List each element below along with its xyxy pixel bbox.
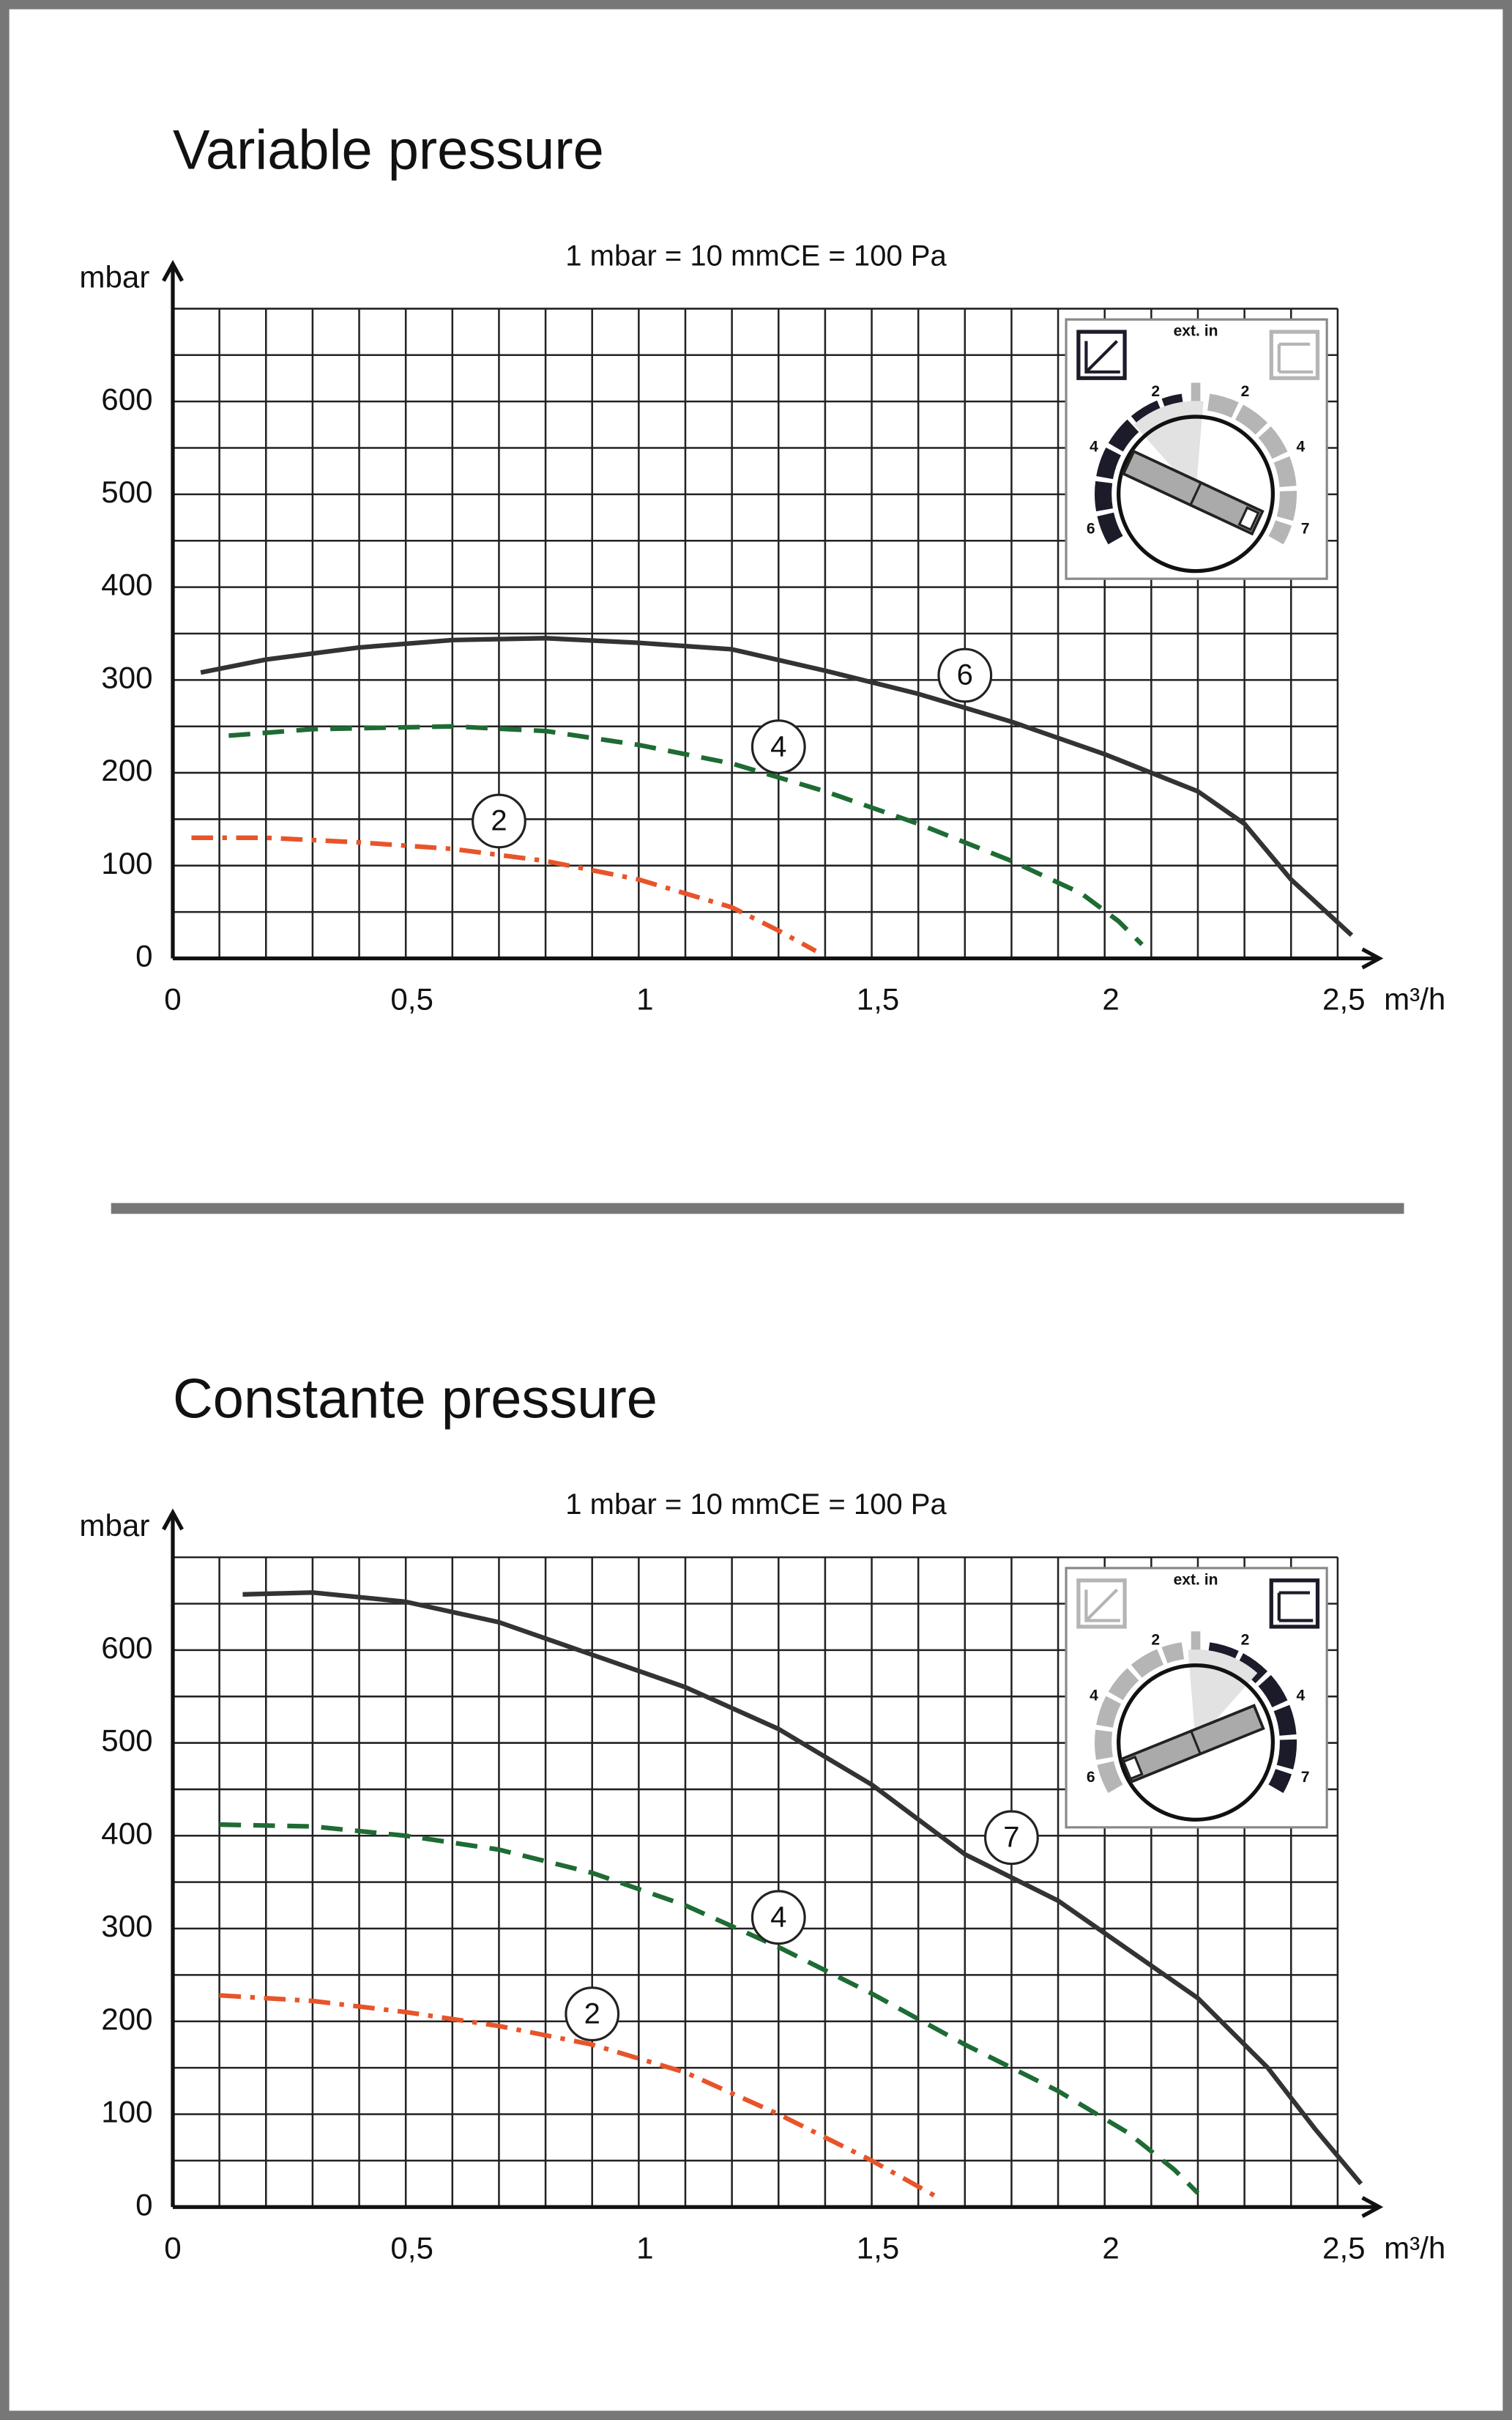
dial-label: 7 bbox=[1301, 1769, 1310, 1786]
inset-icon-symbol bbox=[1084, 340, 1120, 374]
inset-icon-symbol bbox=[1084, 1588, 1120, 1622]
inset-icon bbox=[1076, 1578, 1127, 1629]
x-tick-label: 0 bbox=[164, 982, 181, 1017]
series-label-badge bbox=[751, 1890, 806, 1945]
inset-icon bbox=[1269, 330, 1320, 380]
y-tick-label: 600 bbox=[101, 382, 152, 416]
dial-scale bbox=[1095, 1642, 1185, 1793]
chart-title: Constante pressure bbox=[173, 1367, 658, 1430]
x-tick-label: 0,5 bbox=[390, 982, 433, 1017]
dial bbox=[1117, 1663, 1275, 1822]
dial-scale bbox=[1207, 393, 1297, 545]
dial bbox=[1117, 415, 1275, 574]
y-tick-label: 300 bbox=[101, 1909, 152, 1943]
series-label: 7 bbox=[1003, 1822, 1019, 1854]
knob-center bbox=[1190, 1730, 1202, 1755]
dial-label: 6 bbox=[1087, 1769, 1095, 1786]
knob-tip bbox=[1237, 506, 1260, 532]
dial-label: 4 bbox=[1090, 1687, 1098, 1704]
x-tick-label: 1 bbox=[636, 982, 653, 1017]
dial-wedge bbox=[1133, 401, 1204, 494]
dial-label: 4 bbox=[1090, 439, 1098, 456]
x-tick-label: 0 bbox=[164, 2230, 181, 2265]
inset-icon-symbol bbox=[1277, 1591, 1314, 1622]
x-axis-label: m³/h bbox=[1384, 982, 1445, 1017]
y-axis-arrow bbox=[162, 259, 184, 282]
inset-icon bbox=[1269, 1578, 1320, 1629]
x-tick-label: 2,5 bbox=[1322, 982, 1366, 1017]
x-axis-label: m³/h bbox=[1384, 2230, 1445, 2265]
y-tick-label: 400 bbox=[101, 1816, 152, 1850]
x-tick-label: 0,5 bbox=[390, 2230, 433, 2265]
x-tick-label: 2 bbox=[1102, 982, 1119, 1017]
y-tick-label: 300 bbox=[101, 660, 152, 694]
dial-label: 6 bbox=[1087, 520, 1095, 537]
chart: Variable pressure 1 mbar = 10 mmCE = 100 … bbox=[79, 119, 1445, 1017]
series-label-badge bbox=[472, 793, 526, 849]
series-line bbox=[219, 1993, 943, 2202]
y-tick-label: 500 bbox=[101, 1723, 152, 1758]
knob-body bbox=[1121, 449, 1265, 536]
y-tick-label: 500 bbox=[101, 475, 152, 509]
series-label-badge bbox=[565, 1986, 620, 2042]
series-line bbox=[191, 835, 817, 954]
y-tick-label: 200 bbox=[101, 753, 152, 787]
series-line bbox=[242, 1590, 1363, 2186]
dial-knob bbox=[1121, 449, 1265, 536]
x-tick-label: 1 bbox=[636, 2230, 653, 2265]
dial-knob bbox=[1120, 1704, 1265, 1784]
y-tick-label: 600 bbox=[101, 1630, 152, 1665]
y-axis-label: mbar bbox=[79, 1508, 149, 1543]
dial-label: 4 bbox=[1296, 1687, 1305, 1704]
series-label: 2 bbox=[584, 1997, 600, 2030]
inset-icon bbox=[1076, 330, 1127, 380]
chart-title: Variable pressure bbox=[173, 119, 604, 182]
y-axis-label: mbar bbox=[79, 260, 149, 294]
y-tick-label: 100 bbox=[101, 2095, 152, 2129]
series-label-badge bbox=[984, 1810, 1039, 1866]
inset-title: ext. in bbox=[1174, 1571, 1218, 1588]
chart-subtitle: 1 mbar = 10 mmCE = 100 Pa bbox=[565, 1488, 947, 1521]
x-axis-arrow bbox=[1361, 2196, 1384, 2219]
chart-subtitle: 1 mbar = 10 mmCE = 100 Pa bbox=[565, 240, 947, 272]
dial-label: 2 bbox=[1241, 1631, 1250, 1648]
series-label-badge bbox=[751, 719, 806, 774]
series-line bbox=[200, 636, 1354, 938]
dial-label: 2 bbox=[1151, 1631, 1160, 1648]
dial-label: 2 bbox=[1151, 383, 1160, 400]
y-tick-label: 400 bbox=[101, 568, 152, 602]
series-label: 4 bbox=[770, 1901, 786, 1934]
y-tick-label: 200 bbox=[101, 2002, 152, 2036]
x-tick-label: 2 bbox=[1102, 2230, 1119, 2265]
y-axis-arrow bbox=[162, 1508, 184, 1531]
series-label: 4 bbox=[770, 730, 786, 762]
x-tick-label: 1,5 bbox=[857, 982, 900, 1017]
dial-label: 4 bbox=[1296, 439, 1305, 456]
x-axis-arrow bbox=[1361, 947, 1384, 970]
x-tick-label: 2,5 bbox=[1322, 2230, 1366, 2265]
inset-icon-symbol bbox=[1277, 342, 1314, 374]
series-line bbox=[228, 724, 1144, 946]
y-tick-label: 100 bbox=[101, 846, 152, 880]
dial-wedge bbox=[1188, 1649, 1258, 1742]
x-tick-label: 1,5 bbox=[857, 2230, 900, 2265]
knob-tip bbox=[1122, 1755, 1144, 1781]
series-line bbox=[219, 1822, 1200, 2195]
y-tick-label: 0 bbox=[135, 2187, 152, 2222]
dial-label: 7 bbox=[1301, 520, 1310, 537]
series-label-badge bbox=[937, 647, 993, 703]
chart: Constante pressure 1 mbar = 10 mmCE = 100… bbox=[79, 1367, 1445, 2265]
dial-label: 2 bbox=[1241, 383, 1250, 400]
series-label: 6 bbox=[957, 659, 973, 691]
y-tick-label: 0 bbox=[135, 939, 152, 973]
inset-title: ext. in bbox=[1174, 323, 1218, 340]
series-label: 2 bbox=[491, 805, 507, 837]
knob-center bbox=[1189, 482, 1202, 506]
